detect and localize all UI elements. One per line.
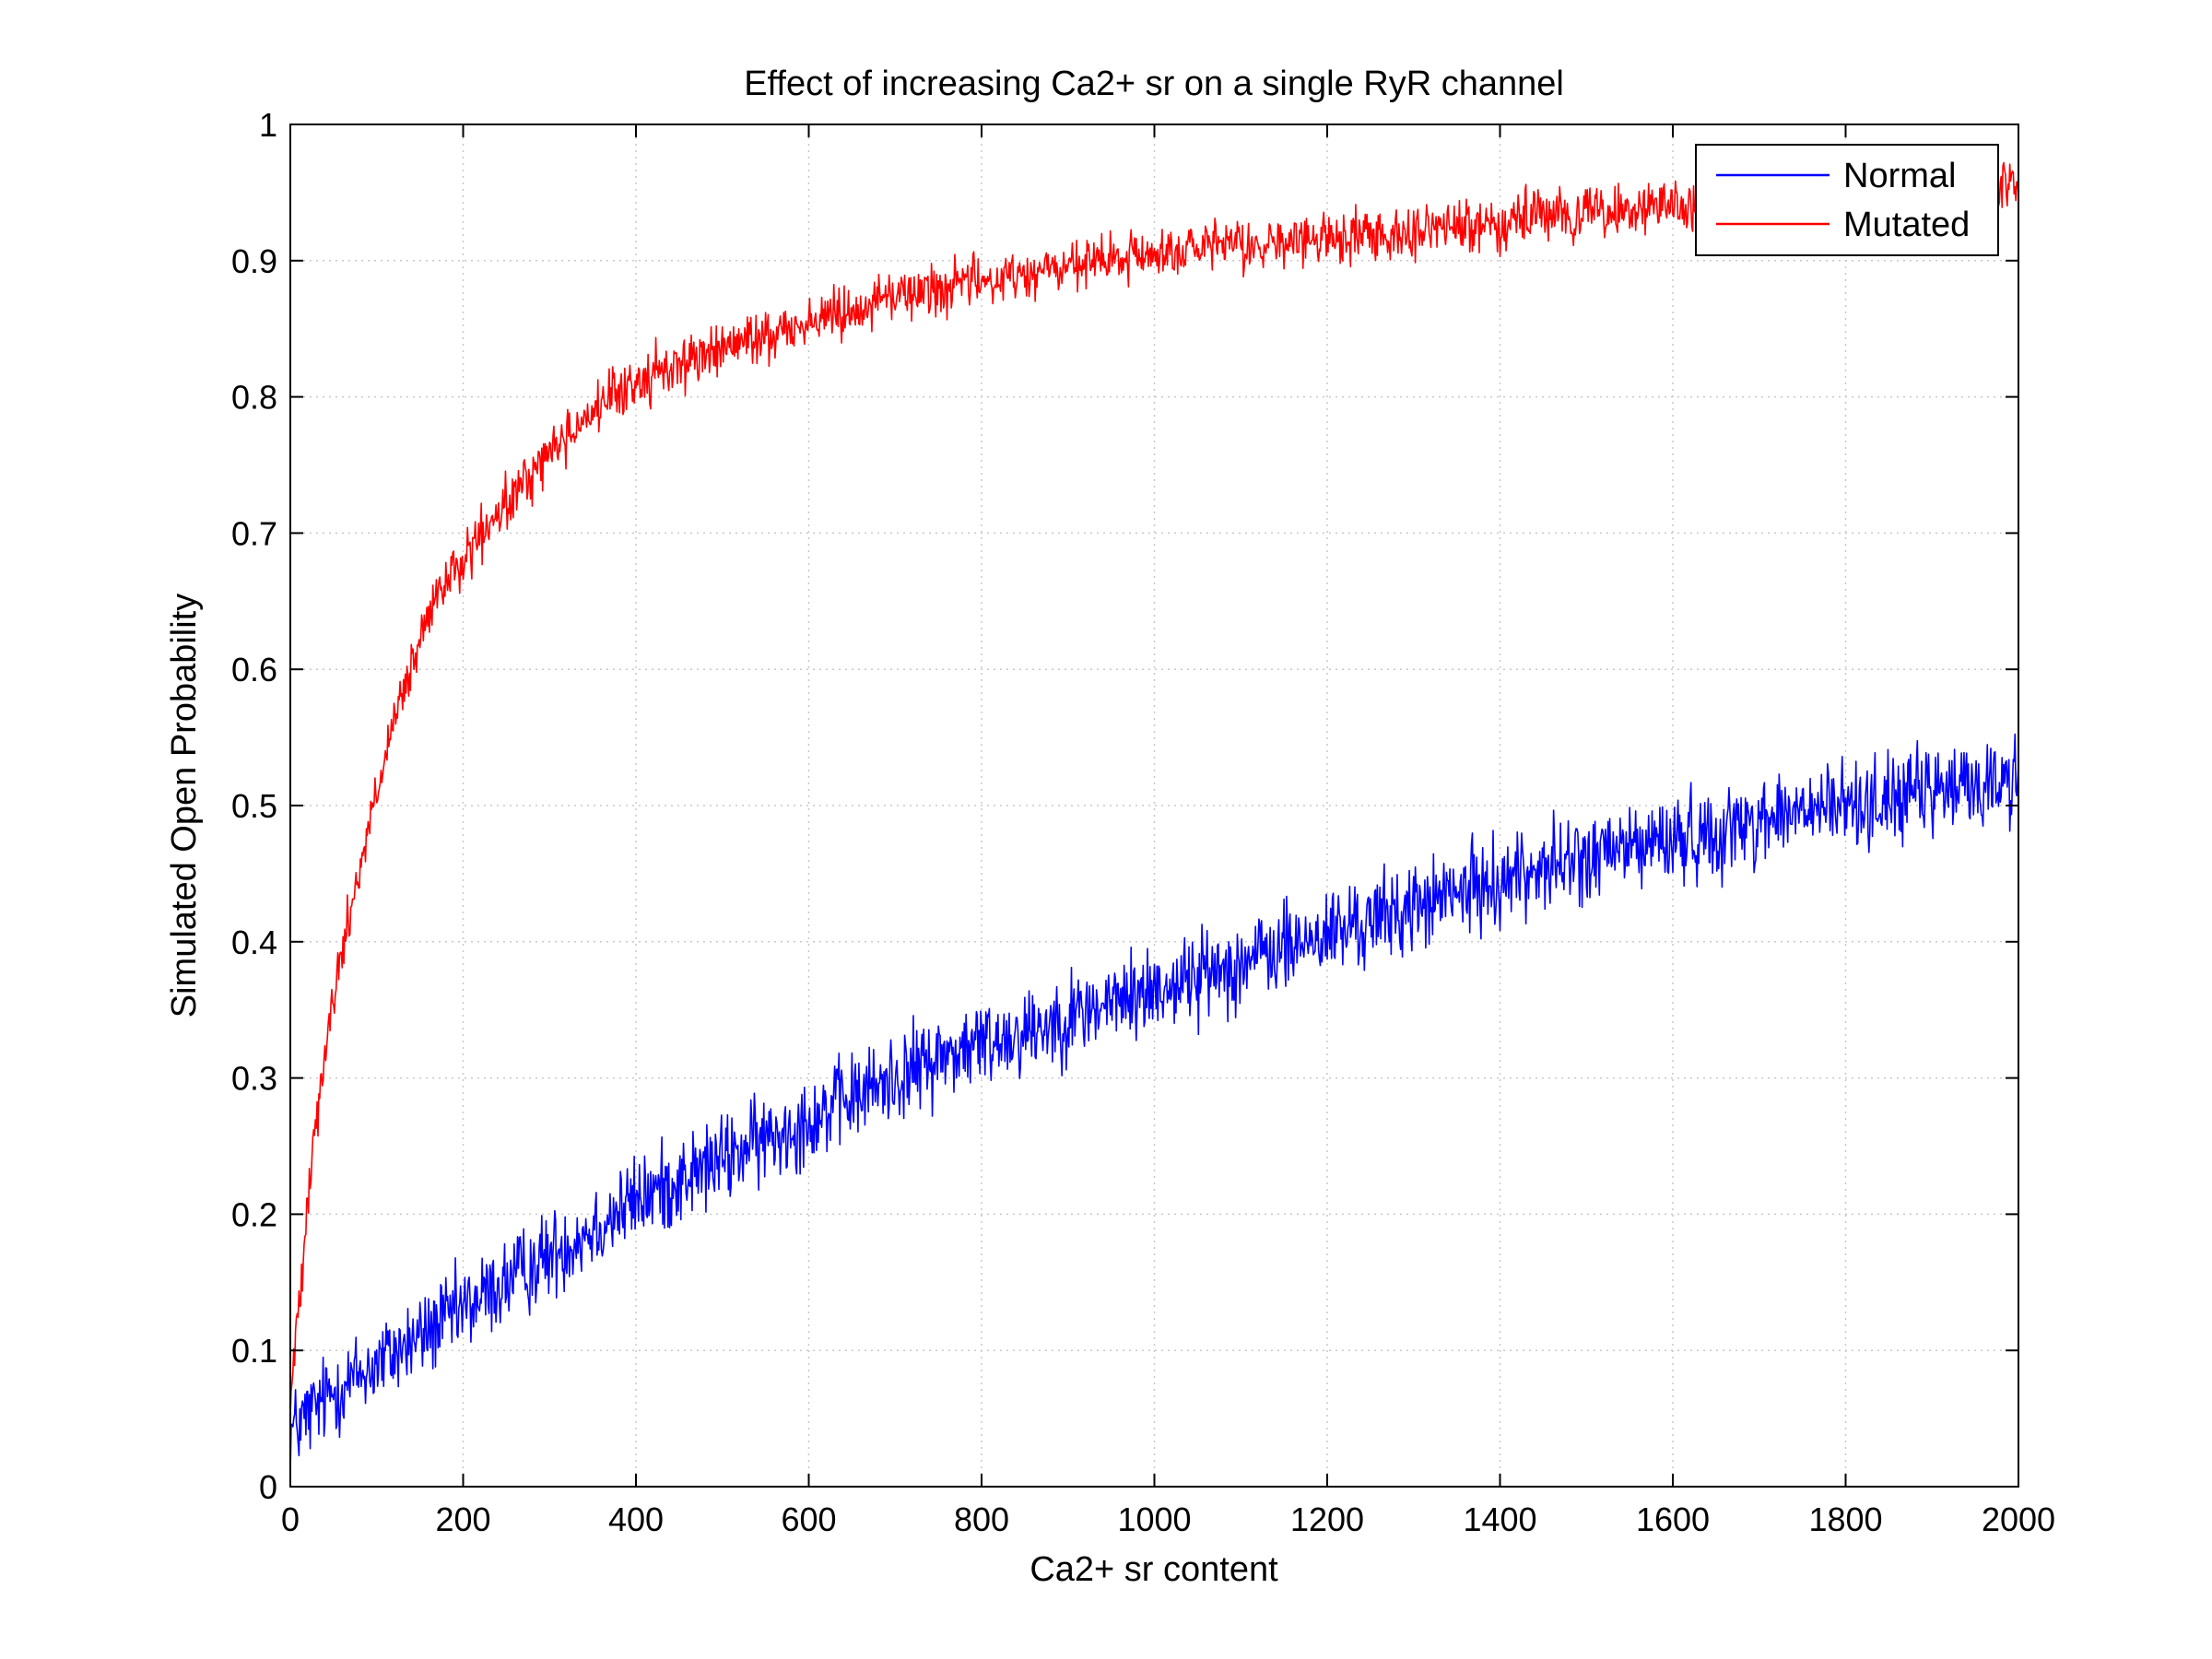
- x-axis-title: Ca2+ sr content: [1030, 1550, 1278, 1589]
- x-tick-label: 0: [281, 1500, 300, 1538]
- y-tick-label: 0.8: [231, 379, 277, 417]
- x-tick-label: 1200: [1290, 1500, 1364, 1538]
- x-tick-label: 200: [435, 1500, 490, 1538]
- y-tick-label: 0.7: [231, 514, 277, 552]
- x-tick-label: 2000: [1982, 1500, 2055, 1538]
- y-tick-label: 0.6: [231, 651, 277, 688]
- y-tick-label: 0.4: [231, 924, 277, 961]
- legend-label-mutated: Mutated: [1843, 206, 1970, 244]
- x-tick-label: 800: [954, 1500, 1009, 1538]
- y-axis-title: Simulated Open Probability: [165, 594, 204, 1018]
- x-tick-label: 1800: [1808, 1500, 1882, 1538]
- x-tick-label: 1400: [1463, 1500, 1536, 1538]
- y-tick-label: 0.2: [231, 1195, 277, 1233]
- legend: Normal Mutated: [1695, 144, 1999, 256]
- x-tick-label: 1000: [1117, 1500, 1191, 1538]
- x-tick-label: 600: [781, 1500, 836, 1538]
- chart-title: Effect of increasing Ca2+ sr on a single…: [744, 65, 1564, 103]
- x-tick-label: 400: [608, 1500, 664, 1538]
- legend-label-normal: Normal: [1843, 157, 1956, 195]
- y-tick-label: 0.3: [231, 1060, 277, 1098]
- y-tick-label: 0: [259, 1468, 277, 1506]
- axis-ticks: [289, 124, 2019, 1488]
- y-tick-label: 0.5: [231, 787, 277, 825]
- grid: [290, 124, 2018, 1487]
- legend-box: [1695, 144, 1999, 256]
- x-tick-label: 1600: [1636, 1500, 1710, 1538]
- y-tick-label: 0.9: [231, 242, 277, 280]
- x-tick-labels: 0 200 400 600 800 1000 1200 1400 1600 1800 2000: [281, 1500, 2055, 1538]
- y-tick-label: 0.1: [231, 1332, 277, 1370]
- y-tick-labels: 0 0.1 0.2 0.3 0.4 0.5 0.6 0.7 0.8 0.9 1: [231, 106, 277, 1506]
- series-line-normal: [289, 733, 2019, 1473]
- y-tick-label: 1: [259, 106, 277, 144]
